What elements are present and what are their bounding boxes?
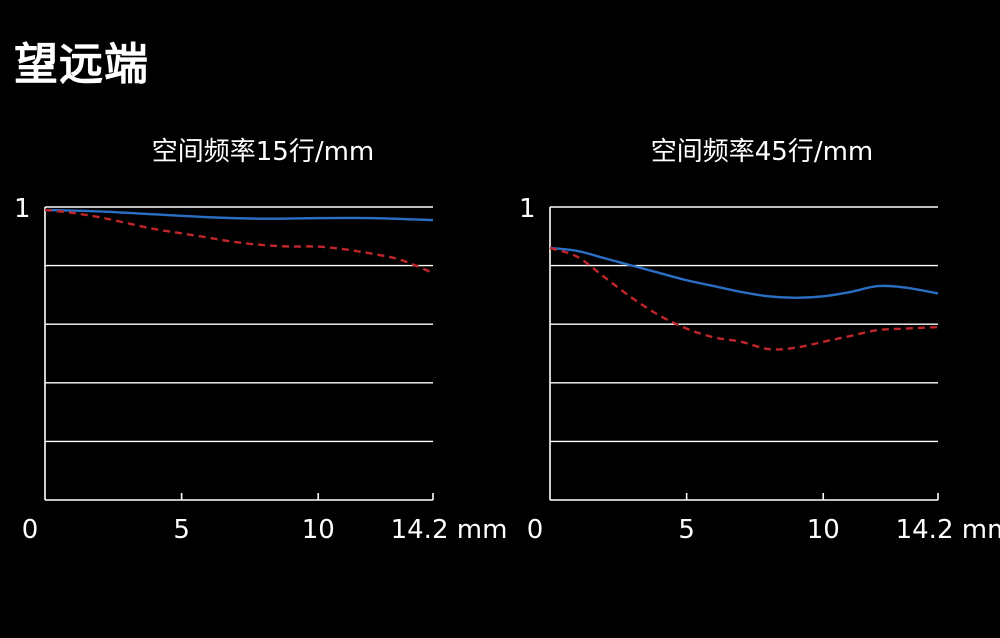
series-line-solid-blue (549, 246, 939, 300)
x-tick-label: 0 (22, 515, 39, 545)
x-tick-label: 5 (678, 515, 695, 545)
y-tick-label: 1 (14, 194, 31, 224)
mtf-chart-15: 空间频率15行/mm 0 5 10 14.2 mm 1 (14, 137, 507, 545)
x-tick-label: 14.2 mm (391, 515, 508, 545)
chart-title: 空间频率45行/mm (651, 137, 874, 167)
x-tick-label: 0 (527, 515, 544, 545)
series-line-dashed-red (549, 246, 939, 351)
x-tick-label: 10 (807, 515, 840, 545)
x-tick-label: 10 (302, 515, 335, 545)
series-line-dashed-red (44, 208, 434, 275)
x-tick-label: 14.2 mm (896, 515, 1000, 545)
page-title: 望远端 (14, 39, 149, 90)
mtf-chart-45: 空间频率45行/mm 0 5 10 14.2 mm 1 (519, 137, 1000, 545)
chart-title: 空间频率15行/mm (152, 137, 375, 167)
series-line-solid-blue (44, 208, 434, 222)
y-tick-label: 1 (519, 194, 536, 224)
x-tick-label: 5 (173, 515, 190, 545)
